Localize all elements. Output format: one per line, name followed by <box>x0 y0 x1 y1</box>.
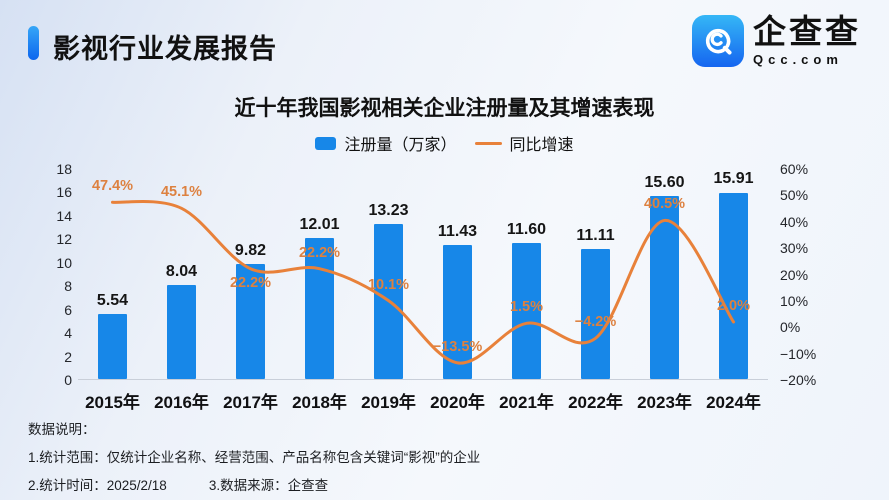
axis-tick: 2 <box>64 348 72 365</box>
x-axis-label: 2015年 <box>85 393 140 412</box>
axis-tick: 16 <box>56 184 72 201</box>
legend-label-registrations: 注册量（万家） <box>344 137 457 154</box>
bar-value-label: 12.01 <box>299 216 340 234</box>
data-notes: 数据说明： 1.统计范围：仅统计企业名称、经营范围、产品名称包含关键词“影视”的… <box>28 418 480 494</box>
brand-domain: Qcc.com <box>753 52 843 67</box>
growth-value-label: 45.1% <box>160 184 203 201</box>
bar-value-label: 15.60 <box>644 174 685 192</box>
bar-2018年 <box>305 238 334 379</box>
x-axis-label: 2020年 <box>430 393 485 412</box>
axis-tick: 8 <box>64 278 72 295</box>
bar-value-label: 9.82 <box>234 241 267 259</box>
legend-label-growth: 同比增速 <box>509 137 574 154</box>
x-axis-label: 2019年 <box>361 393 416 412</box>
note-source: 3.数据来源：企查查 <box>208 478 329 493</box>
axis-tick: 14 <box>56 207 72 224</box>
growth-value-label: 22.2% <box>229 274 272 291</box>
growth-value-label: 47.4% <box>91 178 134 195</box>
bar-value-label: 11.60 <box>506 221 547 239</box>
axis-tick: 12 <box>56 231 72 248</box>
qcc-magnifier-icon <box>692 15 744 67</box>
axis-tick: 40% <box>780 213 809 230</box>
bar-2017年 <box>236 263 265 379</box>
growth-line <box>111 200 735 365</box>
legend-item-registrations[interactable]: 注册量（万家） <box>315 131 457 155</box>
bar-2022年 <box>581 248 610 379</box>
growth-value-label: 2.0% <box>716 297 751 314</box>
growth-value-label: −4.2% <box>574 314 617 331</box>
line-series-swatch <box>474 141 502 145</box>
bar-value-label: 15.91 <box>713 170 754 188</box>
note-time: 2.统计时间：2025/2/18 <box>28 478 167 493</box>
x-axis-label: 2023年 <box>637 393 692 412</box>
bar-2015年 <box>98 314 127 379</box>
x-axis-label: 2016年 <box>154 393 209 412</box>
growth-value-label: 1.5% <box>509 299 544 316</box>
axis-tick: 0 <box>64 372 72 388</box>
bar-2016年 <box>167 284 196 379</box>
brand-name: 企查查 <box>753 13 861 50</box>
qcc-logo: 企查查 Qcc.com <box>692 15 861 67</box>
growth-value-label: −13.5% <box>432 338 483 355</box>
axis-tick: 0% <box>780 319 801 336</box>
x-axis-label: 2021年 <box>499 393 554 412</box>
page-title: 影视行业发展报告 <box>53 34 277 64</box>
axis-tick: 30% <box>780 240 809 257</box>
bar-series-swatch <box>315 136 337 150</box>
bar-2021年 <box>512 243 541 379</box>
growth-value-label: 10.1% <box>367 276 410 293</box>
axis-tick: 10 <box>56 254 72 271</box>
chart-title: 近十年我国影视相关企业注册量及其增速表现 <box>234 97 655 120</box>
bar-value-label: 13.23 <box>368 201 409 219</box>
axis-tick: 18 <box>56 161 72 177</box>
axis-tick: −20% <box>780 372 817 388</box>
axis-tick: 10% <box>780 292 809 309</box>
bar-value-label: 5.54 <box>96 292 129 310</box>
axis-tick: 60% <box>780 161 809 177</box>
bar-value-label: 11.43 <box>437 223 478 240</box>
axis-tick: 6 <box>64 301 72 318</box>
growth-value-label: 40.5% <box>643 196 686 213</box>
axis-tick: 20% <box>780 266 809 283</box>
axis-tick: 4 <box>64 325 72 342</box>
notes-heading: 数据说明： <box>28 422 96 437</box>
x-axis-label: 2024年 <box>706 393 761 412</box>
bar-value-label: 8.04 <box>165 262 198 280</box>
bar-2020年 <box>443 245 472 379</box>
x-axis-label: 2018年 <box>292 393 347 412</box>
axis-tick: −10% <box>780 345 817 362</box>
legend-item-growth[interactable]: 同比增速 <box>474 131 574 155</box>
x-axis-label: 2017年 <box>223 393 278 412</box>
bar-2024年 <box>719 192 748 379</box>
plot-area: 5.54 8.04 9.82 12.01 13.23 11.43 11.60 11.11 15.… <box>78 169 768 380</box>
growth-value-label: 22.2% <box>298 244 341 261</box>
note-scope: 1.统计范围：仅统计企业名称、经营范围、产品名称包含关键词“影视”的企业 <box>28 450 481 465</box>
chart-legend: 注册量（万家） 同比增速 <box>0 131 889 155</box>
bar-value-label: 11.11 <box>576 226 615 244</box>
x-axis-label: 2022年 <box>568 393 623 412</box>
axis-tick: 50% <box>780 187 809 204</box>
title-accent-bar <box>28 26 39 60</box>
